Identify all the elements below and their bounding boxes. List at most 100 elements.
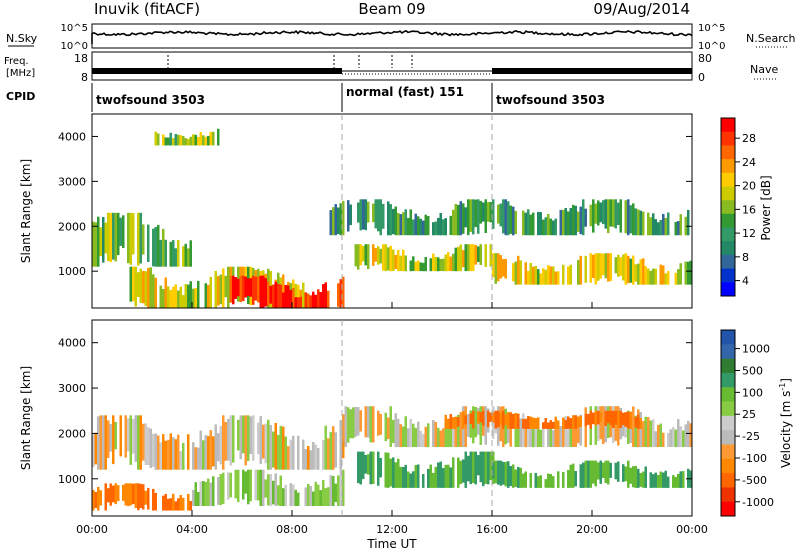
heatmap-cell — [94, 492, 97, 508]
heatmap-cell — [594, 410, 597, 426]
heatmap-cell — [184, 243, 187, 267]
heatmap-cell — [599, 253, 602, 279]
heatmap-cell — [162, 134, 165, 146]
heatmap-cell — [672, 426, 675, 447]
heatmap-cell — [584, 460, 587, 488]
heatmap-cell — [257, 276, 260, 303]
heatmap-cell — [322, 480, 325, 506]
heatmap-cell — [622, 412, 625, 426]
heatmap-cell — [157, 133, 160, 146]
heatmap-cell — [502, 259, 505, 277]
heatmap-cell — [139, 415, 142, 470]
power-colorbar-label: Power [dB] — [759, 175, 773, 240]
heatmap-cell — [109, 483, 112, 506]
heatmap-cell — [657, 222, 660, 236]
heatmap-cell — [272, 284, 275, 308]
heatmap-cell — [279, 475, 282, 506]
heatmap-cell — [144, 423, 147, 465]
y-tick-label: 2000 — [58, 220, 86, 233]
heatmap-cell — [332, 426, 335, 470]
heatmap-cell — [229, 415, 232, 466]
heatmap-cell — [359, 451, 362, 485]
heatmap-cell — [484, 451, 487, 484]
heatmap-cell — [482, 202, 485, 222]
heatmap-cell — [597, 462, 600, 480]
heatmap-cell — [597, 253, 600, 281]
heatmap-cell — [334, 432, 337, 468]
heatmap-cell — [457, 414, 460, 447]
heatmap-cell — [377, 246, 380, 265]
nsky-tick-top: 10^5 — [61, 23, 88, 34]
heatmap-cell — [609, 410, 612, 426]
heatmap-cell — [182, 442, 185, 470]
heatmap-cell — [154, 277, 157, 308]
heatmap-cell — [269, 424, 272, 470]
heatmap-cell — [379, 414, 382, 435]
heatmap-cell — [157, 435, 160, 470]
heatmap-cell — [134, 266, 137, 307]
heatmap-cell — [304, 292, 307, 308]
heatmap-cell — [112, 415, 115, 465]
heatmap-cell — [379, 457, 382, 478]
heatmap-cell — [532, 266, 535, 285]
heatmap-cell — [304, 487, 307, 506]
heatmap-cell — [499, 203, 502, 227]
heatmap-cell — [159, 442, 162, 470]
heatmap-cell — [574, 418, 577, 447]
power-y-axis: 1000 2000 3000 4000 — [58, 130, 692, 278]
heatmap-cell — [649, 217, 652, 236]
heatmap-cell — [612, 410, 615, 428]
heatmap-cell — [432, 472, 435, 488]
heatmap-cell — [419, 262, 422, 272]
heatmap-cell — [582, 462, 585, 488]
heatmap-cell — [169, 289, 172, 308]
x-axis-label: Time UT — [366, 537, 417, 551]
heatmap-cell — [234, 469, 237, 499]
heatmap-cell — [449, 256, 452, 271]
heatmap-cell — [452, 457, 455, 488]
heatmap-cell — [209, 482, 212, 507]
heatmap-cell — [132, 419, 135, 454]
heatmap-cell — [204, 283, 207, 308]
colorbar-cell — [721, 430, 735, 445]
heatmap-cell — [204, 435, 207, 470]
heatmap-cell — [152, 274, 155, 308]
heatmap-cell — [634, 208, 637, 236]
heatmap-cell — [497, 460, 500, 485]
heatmap-cell — [449, 215, 452, 235]
heatmap-cell — [579, 255, 582, 285]
heatmap-cell — [562, 264, 565, 285]
beam-title: Beam 09 — [358, 0, 425, 18]
heatmap-cell — [364, 244, 367, 266]
heatmap-cell — [449, 421, 452, 448]
heatmap-cell — [447, 427, 450, 448]
heatmap-cell — [374, 248, 377, 262]
velocity-heatmap — [92, 406, 692, 511]
heatmap-cell — [177, 290, 180, 308]
colorbar-cell — [721, 118, 735, 133]
heatmap-cell — [187, 284, 190, 308]
heatmap-cell — [127, 212, 130, 264]
heatmap-cell — [454, 203, 457, 236]
heatmap-cell — [432, 420, 435, 447]
heatmap-cell — [529, 423, 532, 447]
heatmap-cell — [377, 451, 380, 486]
heatmap-cell — [202, 440, 205, 470]
heatmap-cell — [142, 271, 145, 304]
heatmap-cell — [249, 416, 252, 454]
colorbar-tick-label: 24 — [742, 156, 756, 169]
heatmap-cell — [304, 449, 307, 470]
heatmap-cell — [659, 423, 662, 447]
heatmap-cell — [674, 429, 677, 448]
heatmap-cell — [189, 136, 192, 146]
heatmap-cell — [499, 412, 502, 425]
heatmap-cell — [547, 473, 550, 488]
heatmap-cell — [624, 253, 627, 285]
heatmap-cell — [342, 469, 345, 506]
heatmap-cell — [249, 278, 252, 297]
heatmap-cell — [402, 212, 405, 236]
freq-panel: Freq. [MHz] 18 8 80 0 Nave — [4, 51, 778, 84]
heatmap-cell — [137, 272, 140, 297]
heatmap-cell — [237, 419, 240, 451]
heatmap-cell — [652, 213, 655, 236]
